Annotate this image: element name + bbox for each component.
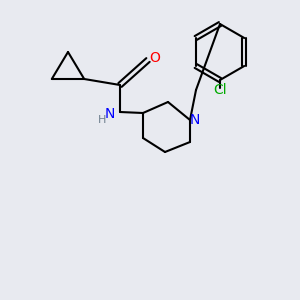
Text: H: H <box>98 115 106 125</box>
Text: N: N <box>105 107 115 121</box>
Text: O: O <box>150 51 160 65</box>
Text: N: N <box>190 113 200 127</box>
Text: Cl: Cl <box>213 83 227 97</box>
